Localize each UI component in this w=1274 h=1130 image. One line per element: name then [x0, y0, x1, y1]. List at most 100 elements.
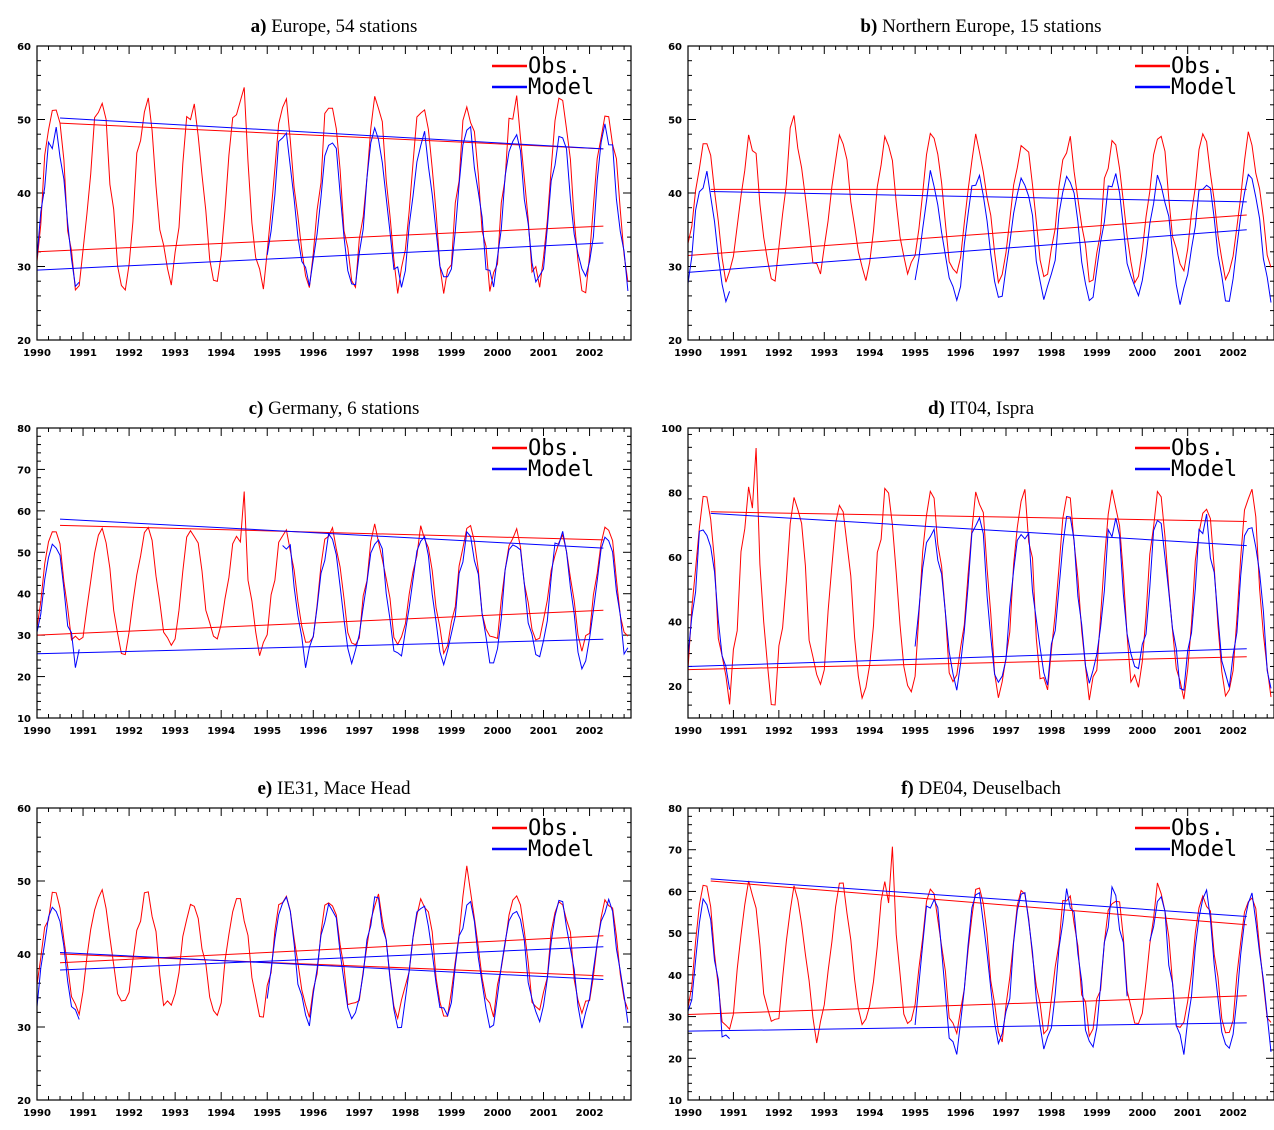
series-line-obs [688, 447, 1272, 706]
x-tick-label: 1997 [992, 1108, 1020, 1119]
chart-title: e) IE31, Mace Head [258, 778, 411, 799]
trend-line-lower-obs [36, 225, 604, 253]
x-tick-label: 1998 [391, 1108, 419, 1119]
trend-line-lower-obs [36, 609, 604, 636]
x-tick-label: 1993 [810, 348, 838, 359]
plot-frame [36, 45, 632, 341]
plot-frame [687, 807, 1274, 1101]
plot-frame [687, 427, 1274, 719]
chart-title-letter: c) [249, 398, 264, 419]
y-tick-label: 80 [17, 424, 31, 435]
x-tick-label: 1995 [901, 726, 929, 737]
x-tick-label: 1990 [674, 726, 702, 737]
x-tick-label: 1996 [947, 348, 975, 359]
x-tick-label: 1993 [161, 348, 189, 359]
chart-title-letter: b) [860, 16, 877, 37]
x-tick-label: 1994 [207, 348, 235, 359]
chart-title-letter: e) [258, 778, 273, 799]
x-tick-label: 1996 [947, 1108, 975, 1119]
x-tick-label: 1996 [299, 726, 327, 737]
y-tick-label: 20 [668, 336, 682, 347]
y-tick-label: 40 [668, 617, 682, 628]
y-tick-label: 60 [668, 553, 682, 564]
trend-line-lower-model [59, 952, 604, 981]
x-tick-label: 2000 [1128, 726, 1156, 737]
y-tick-label: 60 [668, 887, 682, 898]
x-tick-label: 2000 [1128, 348, 1156, 359]
legend-label: Model [528, 75, 594, 100]
x-tick-label: 1999 [437, 1108, 465, 1119]
x-tick-label: 1990 [23, 726, 51, 737]
x-tick-label: 1991 [720, 726, 748, 737]
series-line-model [688, 170, 1272, 305]
legend-label: Obs. [528, 54, 581, 79]
series-line-model [37, 530, 629, 671]
trend-line-lower-obs [60, 953, 604, 977]
y-tick-label: 60 [17, 507, 31, 518]
x-tick-label: 1992 [115, 1108, 143, 1119]
legend-label: Model [528, 457, 594, 482]
trend-line-upper-model [710, 878, 1247, 917]
y-tick-label: 30 [17, 631, 31, 642]
y-tick-label: 30 [668, 1013, 682, 1024]
x-tick-label: 1992 [765, 348, 793, 359]
panel-f: f) DE04, Deuselbach 10 20 30 40 50 60 70 80 1990 1… [668, 778, 1274, 1119]
trend-line-upper-obs [60, 524, 604, 541]
x-tick-label: 1999 [1083, 348, 1111, 359]
x-tick-label: 1998 [1037, 348, 1065, 359]
legend-label: Obs. [1171, 816, 1224, 841]
series-line-obs [37, 865, 629, 1021]
x-tick-label: 1991 [69, 1108, 97, 1119]
trend-line-upper-obs [59, 935, 604, 964]
chart-title: d) IT04, Ispra [928, 398, 1035, 419]
series-line-obs [37, 87, 629, 294]
x-tick-label: 1992 [115, 348, 143, 359]
series-line-obs [37, 491, 629, 656]
x-tick-label: 1998 [391, 726, 419, 737]
x-tick-label: 1999 [437, 726, 465, 737]
y-tick-label: 50 [668, 929, 682, 940]
x-tick-label: 2002 [1219, 726, 1247, 737]
x-tick-label: 1990 [674, 1108, 702, 1119]
y-tick-label: 20 [17, 673, 31, 684]
y-tick-label: 20 [17, 1096, 31, 1107]
x-tick-label: 1996 [299, 1108, 327, 1119]
x-tick-label: 2001 [530, 726, 558, 737]
trend-line-upper-model [710, 191, 1247, 203]
y-tick-label: 60 [17, 804, 31, 815]
x-tick-label: 1996 [947, 726, 975, 737]
x-tick-label: 1995 [253, 348, 281, 359]
x-tick-label: 2000 [484, 1108, 512, 1119]
x-tick-label: 1993 [161, 1108, 189, 1119]
x-tick-label: 1994 [856, 726, 884, 737]
legend-label: Obs. [1171, 54, 1224, 79]
x-tick-label: 1995 [901, 348, 929, 359]
x-tick-label: 1995 [253, 726, 281, 737]
plot-frame [687, 45, 1274, 341]
x-tick-label: 2001 [530, 1108, 558, 1119]
y-tick-label: 40 [17, 950, 31, 961]
series-line-model [37, 123, 629, 292]
x-tick-label: 2002 [576, 348, 604, 359]
y-tick-label: 30 [17, 263, 31, 274]
trend-line-upper-model [710, 512, 1247, 547]
y-tick-label: 20 [668, 1054, 682, 1065]
y-tick-label: 40 [668, 971, 682, 982]
x-tick-label: 2000 [484, 348, 512, 359]
chart-title-text: IE31, Mace Head [272, 778, 411, 799]
x-tick-label: 1998 [1037, 1108, 1065, 1119]
series-line-model [688, 885, 1272, 1055]
x-tick-label: 1999 [437, 348, 465, 359]
chart-title-text: IT04, Ispra [945, 398, 1035, 419]
x-tick-label: 1994 [856, 348, 884, 359]
y-tick-label: 40 [17, 189, 31, 200]
panel-b: b) Northern Europe, 15 stations 20 30 40 50 6… [668, 16, 1274, 359]
panel-d: d) IT04, Ispra 20 40 60 80 100 1990 1991 1992 199… [661, 398, 1274, 737]
trend-line-lower-obs [687, 995, 1247, 1015]
x-tick-label: 1997 [992, 348, 1020, 359]
legend-label: Model [1171, 837, 1237, 862]
trend-line-lower-model [687, 229, 1247, 273]
chart-title-letter: f) [901, 778, 914, 799]
legend-label: Obs. [1171, 436, 1224, 461]
y-tick-label: 10 [668, 1096, 682, 1107]
